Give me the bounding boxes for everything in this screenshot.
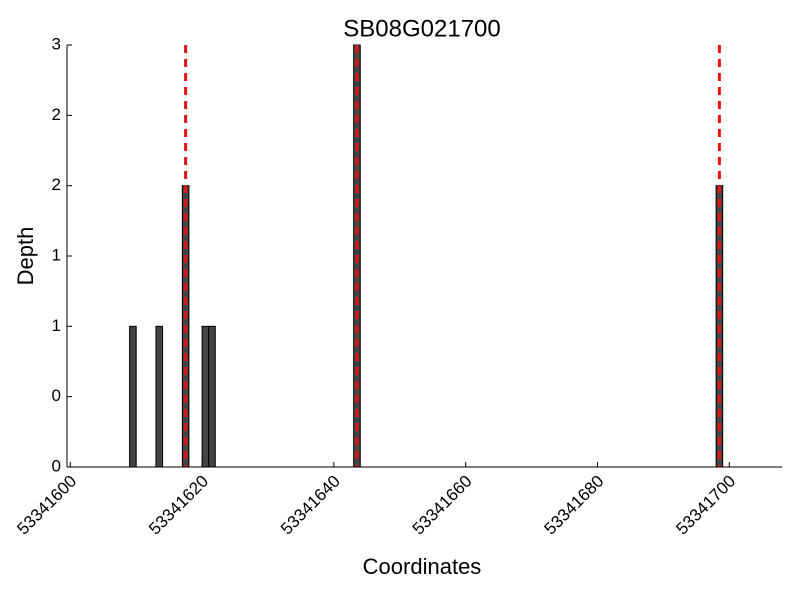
y-tick-label: 3	[52, 34, 61, 53]
x-tick-label: 53341640	[277, 472, 344, 539]
x-tick-label: 53341620	[145, 472, 212, 539]
x-tick-label: 53341600	[13, 472, 80, 539]
y-tick-label: 0	[52, 386, 61, 405]
y-tick-label: 2	[52, 105, 61, 124]
y-tick-label: 1	[52, 316, 61, 335]
chart-title: SB08G021700	[343, 15, 500, 42]
x-axis-label: Coordinates	[363, 554, 482, 579]
y-axis-label: Depth	[13, 227, 38, 286]
y-tick-label: 1	[52, 245, 61, 264]
x-tick-label: 53341660	[409, 472, 476, 539]
bar	[129, 325, 137, 468]
x-tick-label: 53341700	[672, 472, 739, 539]
bar	[155, 325, 164, 468]
bar	[201, 325, 210, 468]
y-tick-label: 2	[52, 175, 61, 194]
y-tick-label: 0	[52, 456, 61, 475]
bar	[208, 325, 216, 468]
x-tick-label: 53341680	[541, 472, 608, 539]
